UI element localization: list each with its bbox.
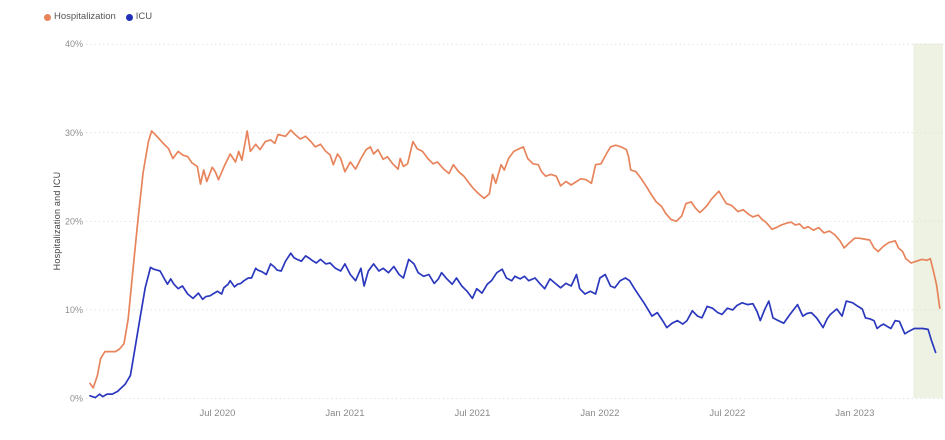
x-tick-label-jul-2021: Jul 2021 [454,408,490,419]
x-tick-label-jul-2022: Jul 2022 [709,408,745,419]
chart-legend: Hospitalization ICU [44,12,152,22]
hospitalization-line[interactable] [89,129,941,389]
y-tick-label-10%: 10% [65,305,83,315]
y-tick-label-20%: 20% [65,216,83,226]
y-tick-label-30%: 30% [65,128,83,138]
legend-label-icu: ICU [135,11,153,22]
x-tick-label-jan-2021: Jan 2021 [325,408,364,419]
highlight-band [913,43,943,398]
x-tick-label-jan-2023: Jan 2023 [835,408,874,419]
legend-label-hospitalization: Hospitalization [54,11,116,22]
legend-item-hospitalization[interactable]: Hospitalization [44,12,116,22]
x-tick-label-jan-2022: Jan 2022 [580,408,619,419]
hospitalization-dot-icon [44,13,51,21]
icu-line[interactable] [89,252,937,399]
y-tick-label-40%: 40% [65,39,83,49]
icu-dot-icon [125,13,133,21]
legend-item-icu[interactable]: ICU [125,11,153,22]
x-tick-label-jul-2020: Jul 2020 [200,408,236,419]
y-tick-label-0%: 0% [70,394,83,404]
